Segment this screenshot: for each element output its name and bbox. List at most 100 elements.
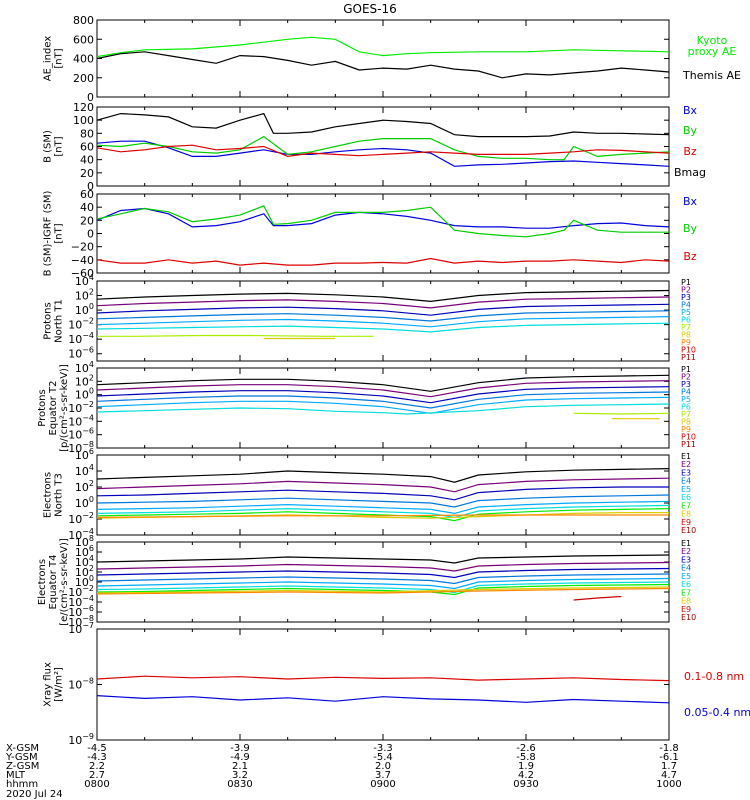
series-e1 [96, 468, 670, 483]
series-bx [96, 140, 670, 167]
channel-label: P10 [681, 432, 696, 441]
footer-value: -4.3 [87, 752, 107, 763]
footer-row-label: X-GSM [6, 743, 39, 754]
y-tick-label: 10−2 [68, 317, 94, 332]
series-e3 [96, 486, 669, 501]
series-p3 [96, 386, 670, 404]
footer-value: -3.9 [230, 743, 250, 754]
channel-label: E2 [681, 460, 691, 469]
channel-label: P10 [681, 345, 696, 354]
channel-label: P8 [681, 330, 691, 339]
legend-label: Themis AE [682, 69, 741, 82]
channel-label: E7 [681, 588, 691, 597]
panel-electrons_t4: 10810610410210010−210−410−610−8Electrons… [37, 534, 696, 629]
y-tick-label: 100 [75, 495, 94, 510]
series-kyoto-proxy-ae [96, 36, 670, 58]
footer-value: -6.1 [659, 752, 679, 763]
y-tick-label: 10−6 [68, 346, 94, 361]
series-e6 [96, 581, 670, 594]
y-axis-title: Xray flux [43, 662, 54, 707]
channel-label: P5 [681, 395, 691, 404]
footer-row-label: MLT [6, 770, 26, 781]
series-p3 [96, 303, 670, 316]
legend-label: By [683, 222, 698, 235]
channel-label: P6 [681, 402, 691, 411]
footer-value: 4.7 [661, 770, 677, 781]
footer-ephemeris: X-GSM -4.5 -3.9 -3.3 -2.6 -1.8 Y-GSM -4.3 -4.9 -5… [5, 743, 682, 800]
channel-label: P3 [681, 293, 691, 302]
y-tick-label: 200 [73, 72, 94, 85]
footer-row-label: Z-GSM [6, 761, 39, 772]
series-p2 [96, 296, 670, 309]
footer-value: 2.0 [375, 761, 391, 772]
legend-label: Kyoto [697, 34, 728, 47]
y-tick-label: 106 [75, 447, 94, 462]
channel-label: E1 [681, 452, 691, 461]
panel-frame [96, 628, 670, 741]
channel-label: E3 [681, 468, 691, 477]
channel-label: P3 [681, 380, 691, 389]
series-p7 [97, 334, 374, 337]
y-tick-label: 40 [80, 154, 94, 167]
series-p2 [96, 380, 670, 398]
footer-value: 4.2 [518, 770, 534, 781]
series-e5 [96, 577, 670, 590]
panel-frame [96, 106, 670, 187]
channel-label: E5 [681, 572, 691, 581]
series-e4 [96, 573, 670, 585]
channel-label: E6 [681, 580, 691, 589]
channel-label: E8 [681, 597, 691, 606]
date-label: 2020 Jul 24 [6, 789, 63, 800]
channel-label: P2 [681, 372, 691, 381]
channel-label: P9 [681, 338, 691, 347]
footer-value: -4.9 [230, 752, 250, 763]
footer-row-label: Y-GSM [5, 752, 38, 763]
series-e1 [96, 554, 670, 564]
channel-label: E1 [681, 539, 691, 548]
channel-label: P7 [681, 410, 691, 419]
y-axis-title: Electrons [43, 472, 54, 518]
footer-value: 1000 [656, 779, 681, 790]
series-e4 [96, 494, 670, 508]
series-bx [96, 207, 670, 229]
y-tick-label: −40 [71, 254, 94, 267]
footer-value: -2.6 [516, 743, 536, 754]
y-tick-label: 104 [75, 463, 94, 478]
footer-value: 3.2 [232, 770, 248, 781]
series-e5 [96, 500, 670, 515]
footer-row-label: hhmm [6, 779, 38, 790]
y-tick-label: 40 [80, 201, 94, 214]
channel-label: P7 [681, 323, 691, 332]
y-axis-title: Protons [37, 389, 48, 426]
y-tick-label: 0 [87, 180, 94, 193]
legend-label: By [683, 124, 698, 137]
series-by [96, 205, 669, 238]
panel-frame [96, 280, 670, 362]
footer-value: -5.4 [373, 752, 393, 763]
series-e9 [96, 514, 669, 519]
y-axis-title: North T1 [54, 299, 65, 343]
channel-label: P9 [681, 425, 691, 434]
footer-value: -5.8 [516, 752, 536, 763]
series-bz [96, 257, 670, 266]
y-axis-title: [nT] [54, 136, 65, 156]
footer-value: 0800 [84, 779, 109, 790]
y-tick-label: 102 [75, 288, 94, 303]
channel-label: E7 [681, 501, 691, 510]
series-e6 [96, 504, 670, 519]
footer-value: 2.2 [89, 761, 105, 772]
channel-label: E9 [681, 518, 691, 527]
y-axis-title: [nT] [54, 223, 65, 243]
y-axis-title: Electrons [37, 559, 48, 605]
channel-label: P5 [681, 308, 691, 317]
channel-label: P11 [681, 353, 696, 362]
series-by [96, 135, 670, 161]
channel-label: E9 [681, 605, 691, 614]
y-tick-label: 102 [75, 479, 94, 494]
y-tick-label: 600 [73, 33, 94, 46]
channel-label: E10 [681, 613, 696, 622]
